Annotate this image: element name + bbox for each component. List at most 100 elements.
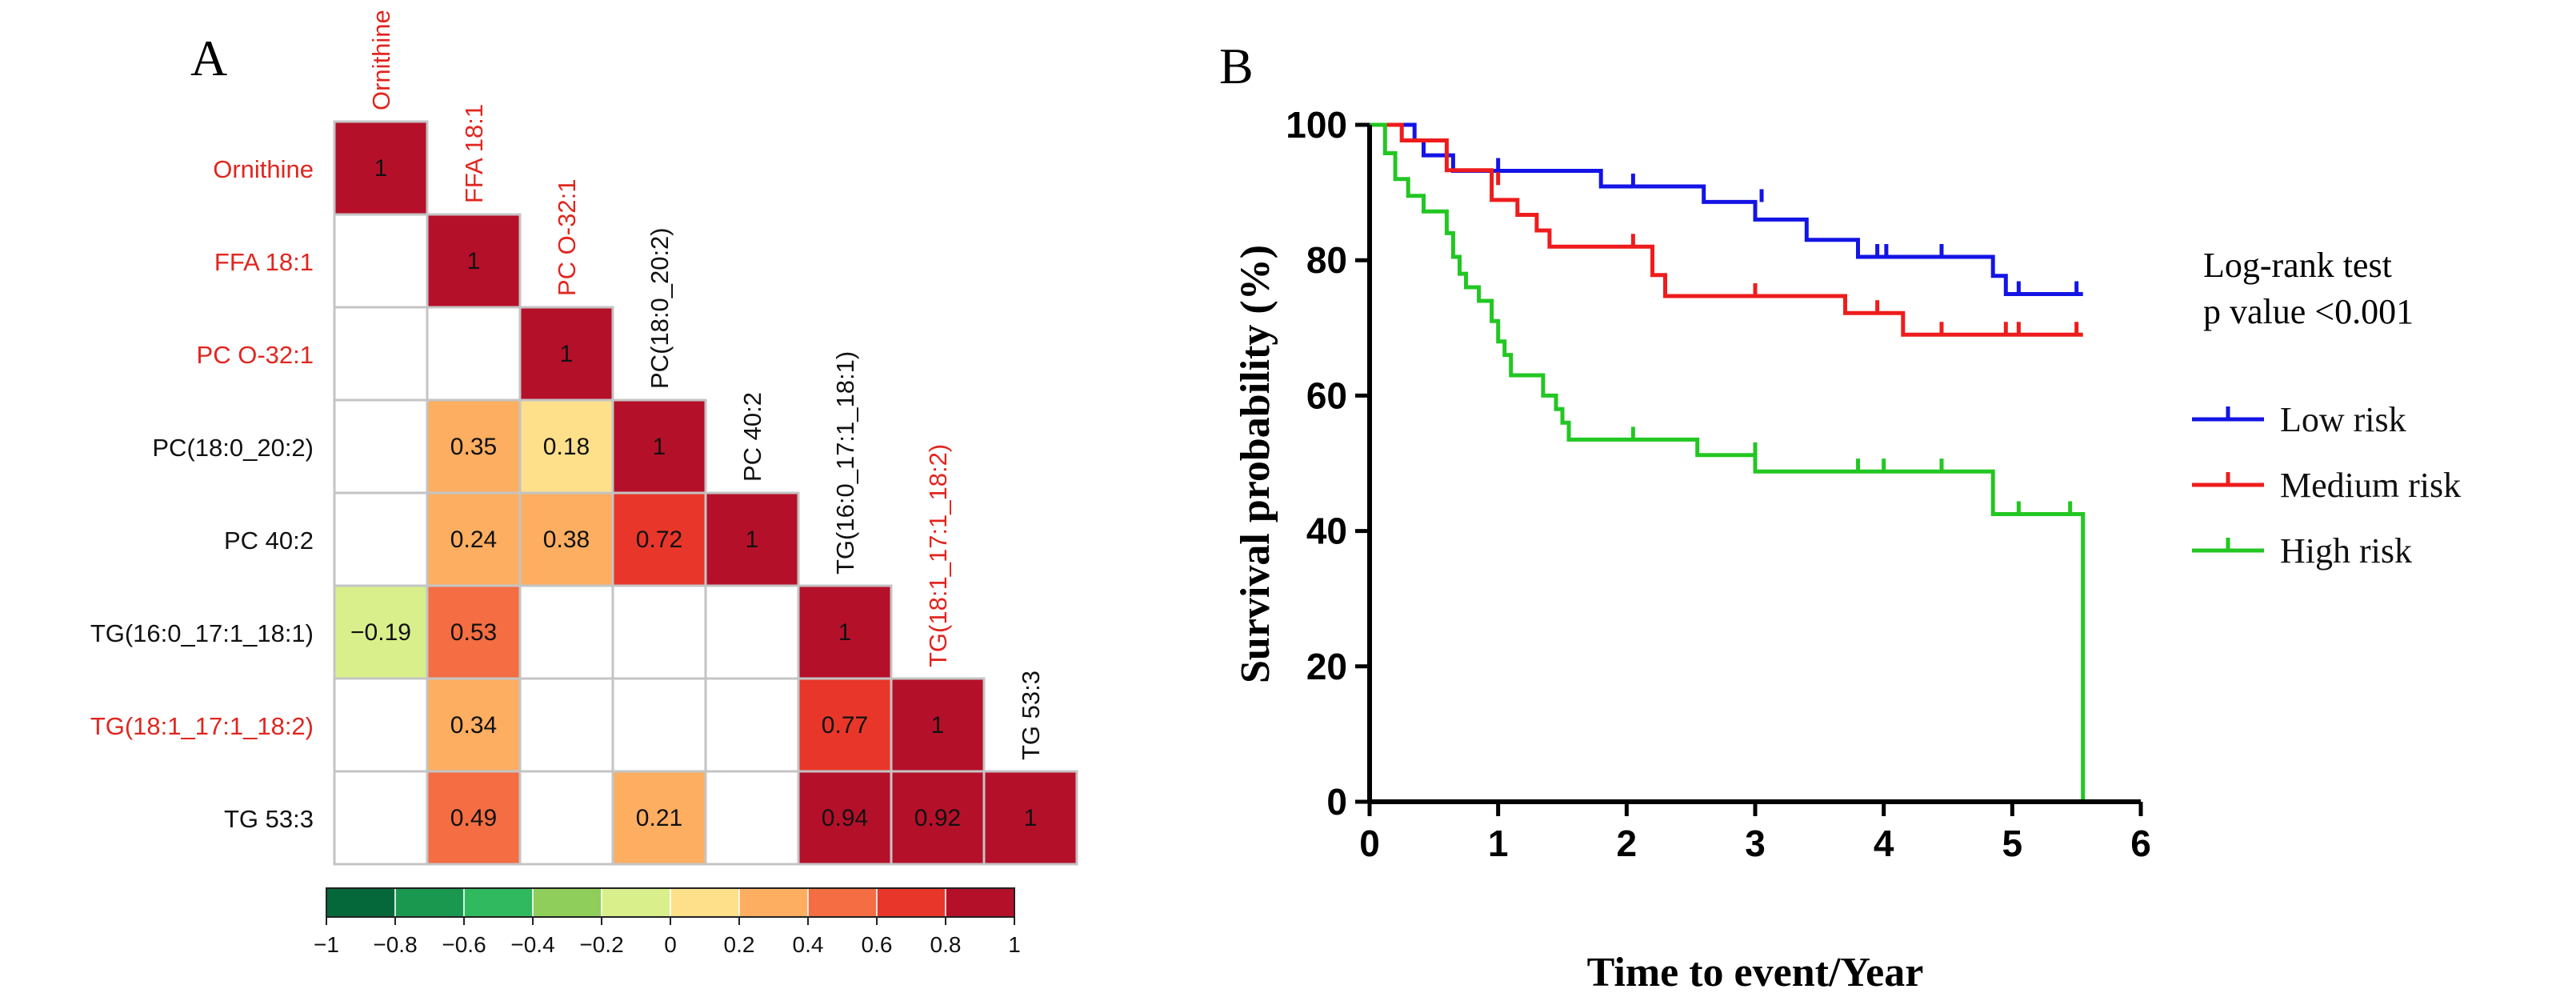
heatmap-cell-label: 0.24 [450,527,497,553]
x-tick-label: 2 [1617,823,1638,864]
heatmap-cell [890,677,986,773]
heatmap-cell-label: 0.35 [450,434,497,460]
heatmap-column-label: PC 40:2 [738,392,766,482]
heatmap-cell [890,770,986,866]
heatmap-cell [426,770,522,866]
heatmap-cell-label: −0.19 [350,619,411,646]
panel-b-letter: B [1219,38,1254,94]
colorbar-tick-label: −1 [314,932,339,957]
km-series-line [1370,122,2083,337]
km-legend: Low risk Medium risk High risk [2192,400,2461,571]
heatmap-cell-label: 1 [560,341,574,367]
heatmap-cell-label: 0.94 [822,805,868,831]
heatmap-cell-label: 1 [746,527,759,553]
heatmap-cell-label: 0.18 [543,434,590,460]
heatmap-cell-empty [518,584,614,680]
heatmap-cell-label: 1 [1024,805,1038,831]
heatmap-cell-label: 0.77 [822,712,868,739]
heatmap-cell-empty [518,677,614,773]
heatmap-cell-empty [426,306,522,402]
x-tick-label: 6 [2130,823,2151,864]
heatmap-cell [426,584,522,680]
heatmap-cell [982,770,1078,866]
y-tick-label: 0 [1326,781,1347,823]
colorbar-tick-label: 0.2 [724,932,755,957]
colorbar-segment [945,887,1015,918]
heatmap-row-label: TG 53:3 [224,805,314,833]
heatmap-cell-empty [333,677,429,773]
heatmap-cell-label: 0.72 [636,527,682,553]
heatmap-row-label: TG(16:0_17:1_18:1) [90,619,314,647]
km-series-line [1370,122,2086,802]
heatmap-cell-empty [333,491,429,587]
heatmap-cell-label: 1 [467,248,481,274]
heatmap-cell-label: 0.49 [450,805,497,831]
heatmap-cell-empty [704,770,800,866]
heatmap-cell-label: 1 [374,155,388,182]
colorbar-tick-label: 1 [1008,932,1021,957]
heatmap-row-label: FFA 18:1 [214,248,314,276]
colorbar-segment [601,887,671,918]
y-tick-label: 100 [1286,104,1347,146]
colorbar-segment [670,887,740,918]
legend-label: High risk [2280,531,2412,571]
legend-label: Medium risk [2280,466,2461,505]
km-curves [1370,122,2086,802]
heatmap-cell-label: 0.34 [450,712,497,739]
heatmap-cell [611,398,707,494]
colorbar-tick-label: 0 [664,932,677,957]
heatmap-cell-empty [518,770,614,866]
colorbar-tick-label: 0.4 [793,932,824,957]
y-tick-label: 80 [1306,239,1347,281]
colorbar-segment [876,887,946,918]
km-axes: 0 20 40 60 80 100 0 1 2 3 4 5 6 [1286,104,2151,864]
colorbar-segment [738,887,809,918]
heatmap-column-label: TG 53:3 [1017,671,1045,760]
panel-a-letter: A [190,30,227,86]
x-axis-title: Time to event/Year [1587,950,1924,995]
colorbar-tick-label: 0.8 [930,932,962,957]
colorbar-segment [326,887,396,918]
heatmap-cell [426,213,522,309]
heatmap-column-label: TG(18:1_17:1_18:2) [924,444,952,667]
heatmap-cell [518,491,614,587]
heatmap-row-label: TG(18:1_17:1_18:2) [90,712,314,740]
heatmap-cell-label: 1 [653,434,666,460]
heatmap-column-label: TG(16:0_17:1_18:1) [831,351,859,575]
heatmap-cell-label: 0.53 [450,619,497,646]
colorbar-segment [394,887,465,918]
colorbar-segment [807,887,878,918]
heatmap-row-label: PC(18:0_20:2) [152,434,314,462]
heatmap-cell-empty [333,306,429,402]
heatmap-cell [797,770,893,866]
y-tick-label: 20 [1306,646,1347,687]
correlation-heatmap: 1 1 1 0.35 0.18 1 0.24 0.38 0.72 1 −0.19 0.53 1 0.34 0… [90,10,1078,866]
heatmap-cell-label: 0.38 [543,527,590,553]
y-tick-label: 60 [1306,374,1347,416]
colorbar-segment [532,887,602,918]
colorbar-tick-label: 0.6 [862,932,893,957]
heatmap-cell [518,306,614,402]
heatmap-column-label: PC(18:0_20:2) [646,227,674,389]
colorbar-tick-label: −0.6 [442,932,486,957]
kaplan-meier-chart: 0 20 40 60 80 100 0 1 2 3 4 5 6 Time to event/Year S… [1233,104,2461,995]
heatmap-cell [333,120,429,216]
heatmap-row-label: Ornithine [213,155,314,183]
x-tick-label: 5 [2002,823,2023,864]
heatmap-cell-empty [333,770,429,866]
heatmap-cell-empty [333,213,429,309]
km-series-line [1370,122,2083,296]
heatmap-cell-empty [611,677,707,773]
heatmap-cell-empty [704,677,800,773]
x-tick-label: 3 [1745,823,1766,864]
heatmap-cell [611,770,707,866]
y-tick-label: 40 [1306,511,1347,552]
y-axis-title: Survival probability (%) [1233,245,1278,683]
heatmap-cell-label: 1 [931,712,945,739]
x-tick-label: 1 [1488,823,1509,864]
colorbar-tick-label: −0.4 [510,932,554,957]
colorbar-segment [463,887,534,918]
legend-label: Low risk [2280,400,2406,439]
heatmap-cell [797,677,893,773]
